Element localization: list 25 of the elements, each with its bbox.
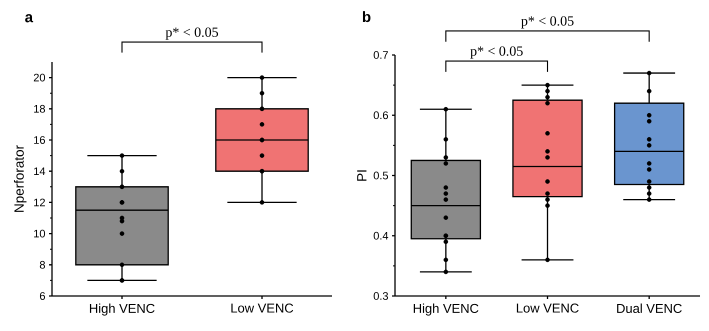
x-tick-label: Low VENC [516,304,579,313]
y-tick-label: 18 [34,104,46,113]
y-tick-label: 8 [40,260,46,269]
x-tick-label: High VENC [414,304,478,316]
text: p* < 0.05 [521,16,574,28]
x-tick-label: Dual VENC [617,304,682,314]
y-tick-label: 20 [34,74,46,82]
y-tick-label: 16 [34,136,46,144]
y-axis-title: PI [357,170,366,181]
y-tick-label: 14 [34,167,46,175]
annotation: p* < 0.05 [470,46,523,59]
y-tick-label: 0.7 [374,51,388,59]
y-tick-label: 6 [40,292,46,300]
text: p* < 0.05 [166,27,218,40]
y-tick-label: 0.3 [374,292,388,300]
chart-title: b [362,11,370,22]
y-tick-label: 0.4 [374,232,388,240]
y-tick-label: 0.6 [374,111,388,120]
x-tick-label: High VENC [90,304,155,316]
y-tick-label: 12 [34,198,45,206]
chart-title: a [25,14,34,22]
y-tick-label: 10 [34,230,46,238]
y-tick-label: 0.5 [374,172,388,180]
y-axis-title: Nperforator [14,145,26,212]
x-tick-label: Low VENC [231,304,294,313]
